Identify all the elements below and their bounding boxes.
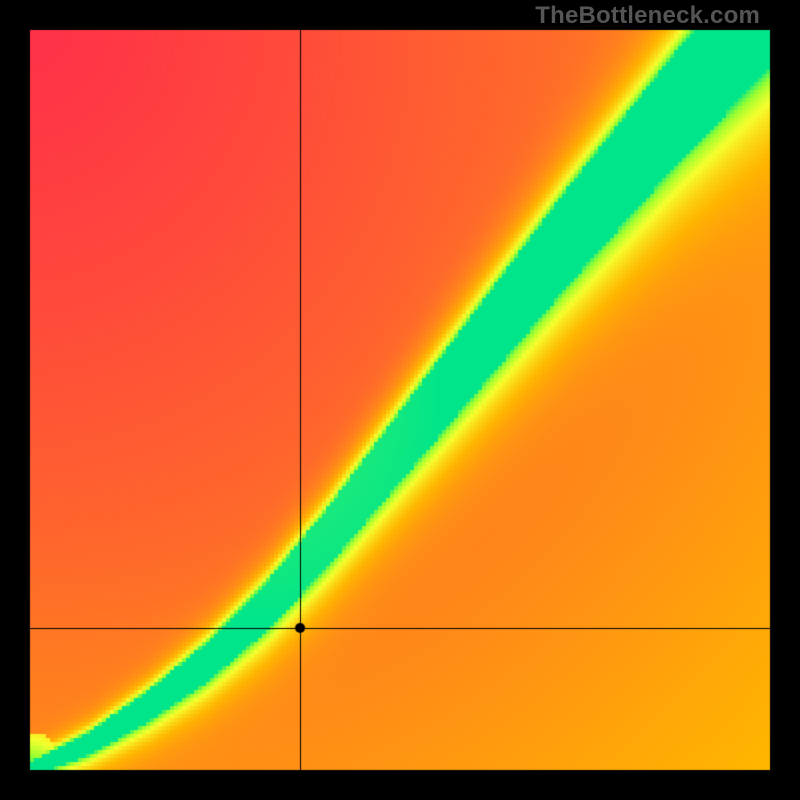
root-container: TheBottleneck.com <box>0 0 800 800</box>
watermark-text: TheBottleneck.com <box>535 2 760 30</box>
heatmap-canvas <box>0 0 800 800</box>
